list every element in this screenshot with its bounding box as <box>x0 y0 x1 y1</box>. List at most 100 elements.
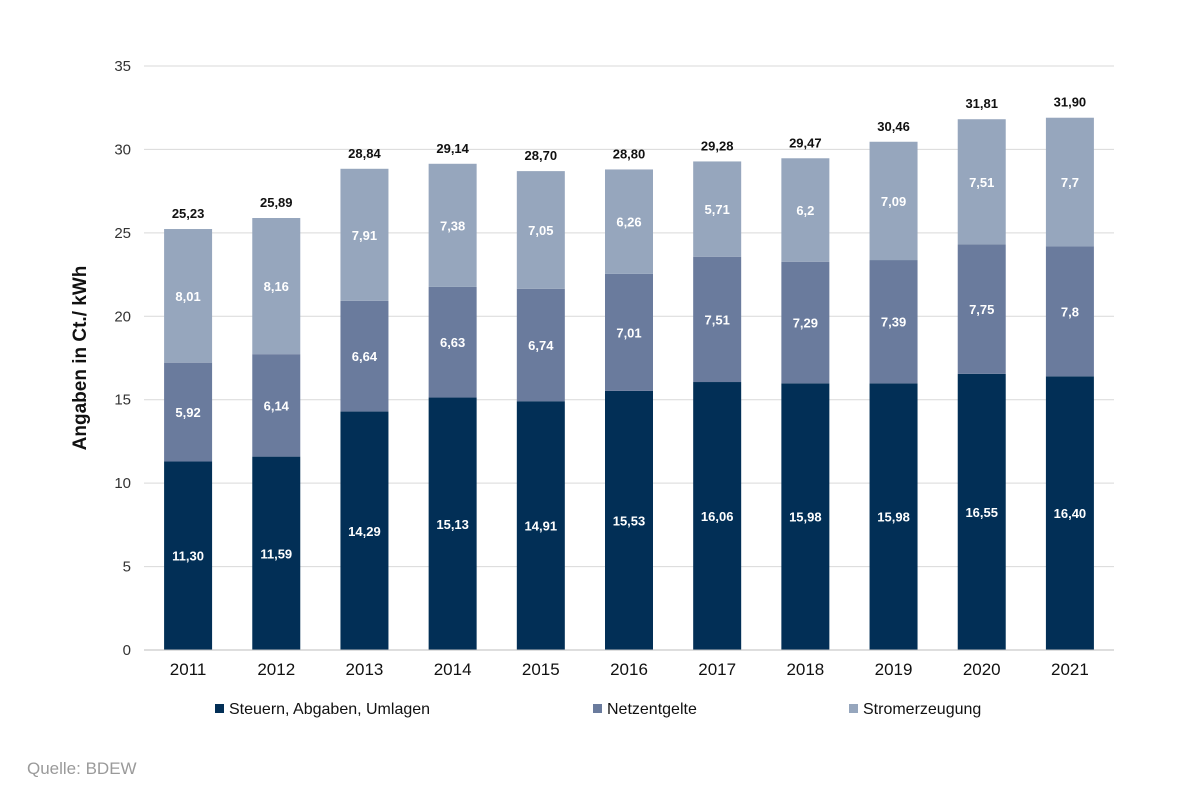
x-tick-label: 2013 <box>346 660 384 679</box>
x-tick-label: 2014 <box>434 660 472 679</box>
bar-segment-label: 14,91 <box>525 519 558 534</box>
legend-swatch <box>593 704 602 713</box>
bar-segment <box>340 411 389 650</box>
legend-label: Stromerzeugung <box>863 701 981 718</box>
bar-total-label: 31,81 <box>965 96 998 111</box>
bar-segment-label: 7,8 <box>1061 304 1079 319</box>
bar-segment-label: 7,29 <box>793 316 818 331</box>
bar-segment-label: 7,51 <box>969 175 994 190</box>
bar-segment <box>693 256 742 383</box>
legend-swatch <box>849 704 858 713</box>
bar-segment <box>252 354 301 457</box>
y-axis-ticks: 0 5 10 15 20 25 30 35 <box>114 58 131 659</box>
bar-segment <box>693 161 742 257</box>
y-tick-label: 30 <box>114 141 131 158</box>
bar-segment-label: 15,98 <box>789 510 822 525</box>
legend-label: Steuern, Abgaben, Umlagen <box>229 701 430 718</box>
bar-segment <box>164 362 213 462</box>
bar-segment-label: 16,40 <box>1054 506 1087 521</box>
bar-segment-label: 5,71 <box>705 202 730 217</box>
bar-segment <box>1045 246 1094 377</box>
bar-segment-label: 8,01 <box>175 289 200 304</box>
bar-total-label: 29,14 <box>436 141 469 156</box>
y-tick-label: 5 <box>123 559 131 576</box>
bar-segment <box>693 382 742 650</box>
bar-total-label: 28,80 <box>613 146 646 161</box>
bar-segment-label: 7,01 <box>616 325 641 340</box>
bar-segment-label: 7,91 <box>352 228 377 243</box>
x-tick-label: 2017 <box>698 660 736 679</box>
x-tick-label: 2015 <box>522 660 560 679</box>
bar-segment <box>516 288 565 402</box>
x-tick-label: 2012 <box>257 660 295 679</box>
bar-segment-label: 15,98 <box>877 510 910 525</box>
bar-segment-label: 6,2 <box>796 203 814 218</box>
bar-segment <box>781 383 830 650</box>
bar-segment <box>781 158 830 262</box>
y-tick-label: 0 <box>123 642 131 659</box>
y-tick-label: 20 <box>114 308 131 325</box>
bar-segment-label: 15,53 <box>613 513 646 528</box>
legend-label: Netzentgelte <box>607 701 697 718</box>
bar-segment <box>164 461 213 650</box>
bar-segment-label: 6,63 <box>440 335 465 350</box>
bar-segment <box>957 119 1006 245</box>
bar-segment-label: 11,30 <box>172 549 204 564</box>
bar-segment-label: 6,14 <box>264 398 290 413</box>
bar-segment <box>428 163 477 287</box>
y-tick-label: 25 <box>114 225 131 242</box>
bar-segment <box>516 171 565 289</box>
legend: Steuern, Abgaben, Umlagen Netzentgelte Str… <box>215 701 981 718</box>
x-tick-label: 2016 <box>610 660 648 679</box>
y-axis-label: Angaben in Ct./ kWh <box>70 266 91 451</box>
bar-segment-label: 16,55 <box>965 505 998 520</box>
bar-segment-label: 8,16 <box>264 279 289 294</box>
bar-segment <box>869 260 918 384</box>
bar-segment <box>252 456 301 650</box>
bar-segment-label: 7,38 <box>440 218 465 233</box>
x-tick-label: 2011 <box>170 660 207 679</box>
y-tick-label: 10 <box>114 475 131 492</box>
bar-segment <box>869 141 918 261</box>
bar-segment-label: 15,13 <box>436 517 469 532</box>
bar-total-label: 28,84 <box>348 146 381 161</box>
bar-segment-label: 7,7 <box>1061 175 1079 190</box>
bar-segment-label: 16,06 <box>701 509 734 524</box>
bar-segment-label: 11,59 <box>260 546 292 561</box>
bar-total-label: 29,47 <box>789 135 822 150</box>
bar-segment-label: 6,74 <box>528 338 554 353</box>
bar-segment-label: 7,09 <box>881 194 906 209</box>
bar-segment <box>428 397 477 650</box>
y-tick-label: 35 <box>114 58 131 75</box>
bar-total-label: 25,89 <box>260 195 293 210</box>
bars: 11,30 5,92 8,01 25,23 11,59 6,14 8,16 25,89 14,2… <box>164 95 1094 650</box>
x-tick-label: 2019 <box>875 660 913 679</box>
bar-segment-label: 6,64 <box>352 349 378 364</box>
bar-segment <box>252 218 301 355</box>
bar-segment-label: 7,75 <box>969 302 994 317</box>
bar-segment-label: 5,92 <box>175 405 200 420</box>
bar-segment-label: 7,39 <box>881 315 906 330</box>
bar-segment <box>605 169 653 274</box>
bar-segment <box>164 229 213 363</box>
x-tick-label: 2020 <box>963 660 1001 679</box>
bar-segment <box>605 273 653 391</box>
bar-segment <box>340 168 389 301</box>
bar-segment <box>957 373 1006 650</box>
bar-segment-label: 6,26 <box>616 215 641 230</box>
source-note: Quelle: BDEW <box>27 759 137 778</box>
x-tick-label: 2021 <box>1051 660 1089 679</box>
bar-segment <box>340 300 389 412</box>
bar-segment <box>1045 376 1094 650</box>
bar-segment-label: 14,29 <box>348 524 381 539</box>
bar-segment <box>957 244 1006 374</box>
bar-total-label: 30,46 <box>877 119 910 134</box>
y-tick-label: 15 <box>114 392 131 409</box>
legend-swatch <box>215 704 224 713</box>
bar-segment <box>516 401 565 650</box>
bar-segment-label: 7,05 <box>528 223 553 238</box>
bar-segment-label: 7,51 <box>705 312 730 327</box>
x-axis-ticks: 2011 2012 2013 2014 2015 2016 2017 2018 2019 2020… <box>170 660 1089 679</box>
x-tick-label: 2018 <box>786 660 824 679</box>
